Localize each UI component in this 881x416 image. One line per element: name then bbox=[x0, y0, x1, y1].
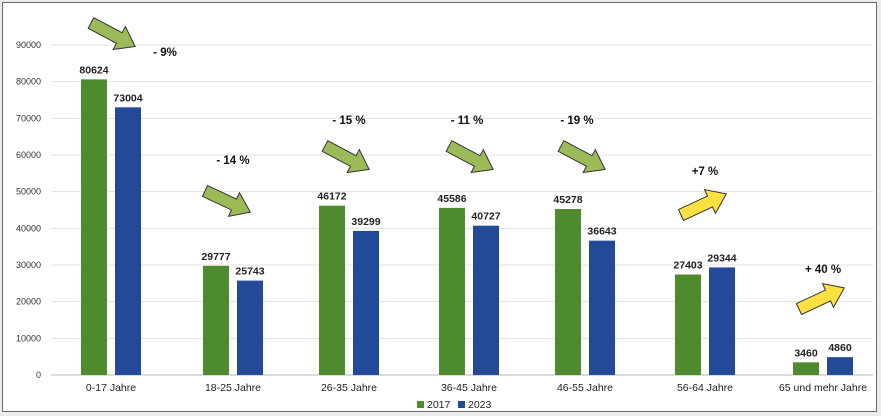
value-label: 36643 bbox=[587, 226, 616, 238]
value-label: 46172 bbox=[317, 191, 346, 203]
bar-2023-1 bbox=[115, 107, 141, 375]
bar-2017-7 bbox=[793, 362, 819, 375]
value-label: 40727 bbox=[471, 211, 500, 223]
value-label: 29344 bbox=[707, 252, 736, 264]
value-label: 3460 bbox=[794, 347, 818, 359]
value-label: 25743 bbox=[235, 266, 264, 278]
y-tick-label: 30000 bbox=[16, 260, 41, 270]
annotation-label: + 40 % bbox=[805, 264, 841, 276]
value-label: 45278 bbox=[553, 194, 582, 206]
bar-2017-6 bbox=[675, 274, 701, 375]
y-tick-label: 80000 bbox=[16, 77, 41, 87]
y-axis-ticks: 0 10000 20000 30000 40000 50000 60000 70000 8000… bbox=[16, 40, 41, 380]
y-tick-label: 0 bbox=[36, 370, 41, 380]
bar-2017-2 bbox=[203, 265, 229, 375]
annotation-arrow-icon bbox=[677, 189, 728, 222]
bar-2023-7 bbox=[827, 357, 853, 375]
bar-2017-1 bbox=[81, 79, 107, 376]
bar-2023-6 bbox=[709, 267, 735, 375]
bar-chart: 0 10000 20000 30000 40000 50000 60000 70000 8000… bbox=[16, 17, 873, 411]
category-label: 36-45 Jahre bbox=[441, 382, 497, 394]
bar-2023-4 bbox=[473, 225, 499, 375]
value-label: 4860 bbox=[828, 342, 852, 354]
value-label: 29777 bbox=[201, 251, 230, 263]
value-label: 45586 bbox=[437, 193, 466, 205]
y-tick-label: 10000 bbox=[16, 333, 41, 343]
value-labels: 80624 73004 29777 25743 46172 39299 45586 40727… bbox=[79, 64, 851, 359]
legend: 2017 2023 bbox=[417, 399, 492, 411]
annotation-label: - 14 % bbox=[216, 155, 249, 167]
category-label: 0-17 Jahre bbox=[86, 382, 136, 394]
annotation-arrow-icon bbox=[201, 184, 252, 217]
category-label: 46-55 Jahre bbox=[557, 382, 613, 394]
bar-2017-5 bbox=[555, 208, 581, 375]
annotation-label: - 19 % bbox=[560, 115, 593, 127]
value-label: 73004 bbox=[113, 92, 142, 104]
y-tick-label: 70000 bbox=[16, 113, 41, 123]
value-label: 80624 bbox=[79, 64, 108, 76]
bar-2017-3 bbox=[319, 205, 345, 375]
annotation-label: +7 % bbox=[692, 166, 719, 178]
legend-label: 2017 bbox=[427, 399, 451, 411]
value-label: 39299 bbox=[351, 216, 380, 228]
value-label: 27403 bbox=[673, 260, 702, 272]
bar-2023-5 bbox=[589, 240, 615, 375]
category-label: 56-64 Jahre bbox=[677, 382, 733, 394]
y-tick-label: 60000 bbox=[16, 150, 41, 160]
category-labels: 0-17 Jahre 18-25 Jahre 26-35 Jahre 36-45 Ja… bbox=[86, 382, 867, 394]
y-tick-label: 90000 bbox=[16, 40, 41, 50]
bar-2017-4 bbox=[439, 207, 465, 375]
annotation-arrow-icon bbox=[445, 140, 494, 174]
category-label: 18-25 Jahre bbox=[205, 382, 261, 394]
annotation-arrow-icon bbox=[557, 140, 606, 174]
y-tick-label: 20000 bbox=[16, 297, 41, 307]
chart-frame: 0 10000 20000 30000 40000 50000 60000 70000 8000… bbox=[2, 2, 877, 412]
category-label: 65 und mehr Jahre bbox=[779, 382, 867, 394]
bar-2023-3 bbox=[353, 230, 379, 375]
annotation-arrow-icon bbox=[795, 283, 846, 316]
annotation-label: - 11 % bbox=[451, 115, 484, 127]
annotation-label: - 15 % bbox=[332, 115, 365, 127]
bars bbox=[81, 79, 853, 376]
bar-2023-2 bbox=[237, 280, 263, 375]
category-label: 26-35 Jahre bbox=[321, 382, 377, 394]
annotation-arrow-icon bbox=[321, 140, 370, 174]
annotation-label: - 9% bbox=[153, 47, 177, 59]
y-tick-label: 50000 bbox=[16, 187, 41, 197]
legend-swatch bbox=[417, 401, 424, 408]
y-tick-label: 40000 bbox=[16, 223, 41, 233]
annotation-arrow-icon bbox=[87, 17, 136, 51]
legend-swatch bbox=[458, 401, 465, 408]
annotations: - 9% - 14 % - 15 % - 11 % - 19 % +7 % + 40 % bbox=[87, 17, 846, 316]
legend-label: 2023 bbox=[468, 399, 492, 411]
